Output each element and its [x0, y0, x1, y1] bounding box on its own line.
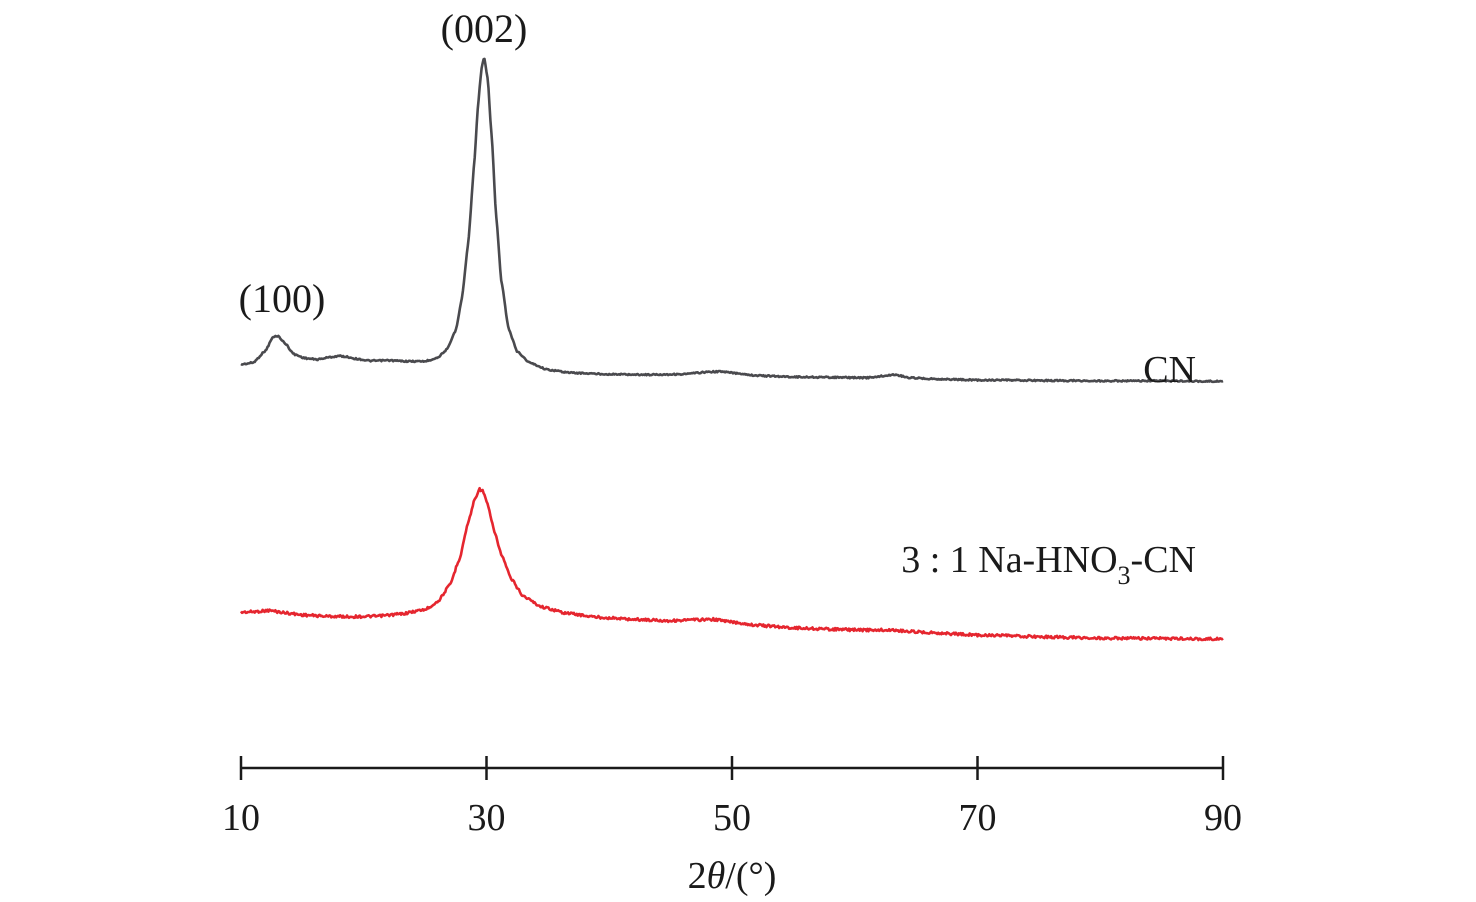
x-tick-label-50: 50: [713, 797, 751, 839]
series-label-na-subscript: 3: [1118, 561, 1131, 590]
series-label-na-main: 3 : 1 Na-HNO: [901, 539, 1117, 581]
x-tick-label-30: 30: [468, 797, 506, 839]
x-axis-title-suffix: /(°): [725, 855, 776, 897]
x-axis-title-prefix: 2: [688, 855, 707, 897]
x-axis: 10 30 50 70 90: [222, 756, 1242, 839]
peak-label-100: (100): [239, 276, 326, 321]
x-axis-title: 2θ/(°): [688, 855, 777, 897]
series-line-na-hno3-cn: [239, 486, 1224, 642]
x-axis-ticks: [239, 756, 1225, 780]
x-tick-label-10: 10: [222, 797, 260, 839]
series-label-cn: CN: [1143, 349, 1196, 391]
series-label-na-tail: -CN: [1131, 539, 1196, 581]
series-line-cn: [240, 57, 1224, 384]
x-tick-label-90: 90: [1204, 797, 1242, 839]
plot-area: [239, 57, 1224, 642]
x-axis-title-theta: θ: [707, 855, 726, 897]
x-tick-label-70: 70: [959, 797, 997, 839]
peak-label-002: (002): [441, 6, 528, 51]
series-label-na-hno3-cn: 3 : 1 Na-HNO3-CN: [901, 539, 1196, 590]
x-axis-tick-labels: 10 30 50 70 90: [222, 797, 1242, 839]
